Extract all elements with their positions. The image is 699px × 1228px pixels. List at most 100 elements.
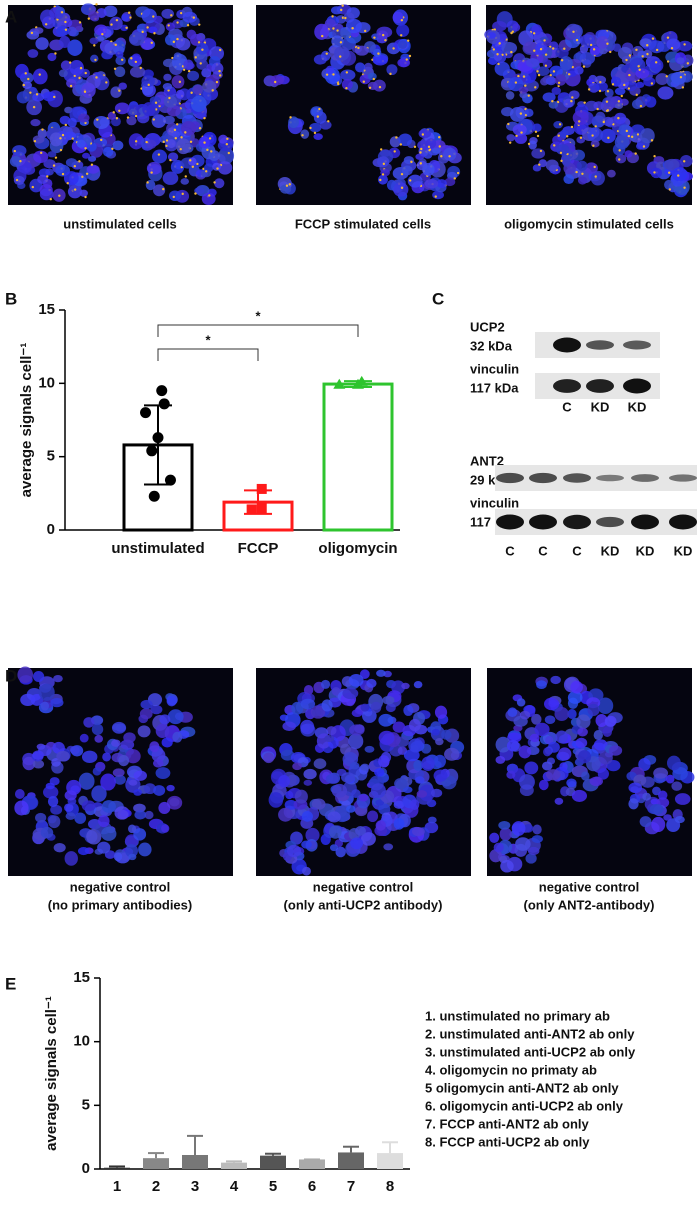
nucleus [109, 20, 118, 29]
nucleus [580, 771, 590, 781]
nucleus [79, 733, 89, 743]
signal [15, 178, 19, 182]
signal [538, 163, 541, 166]
nucleus [444, 177, 456, 187]
signal [129, 16, 132, 19]
signal [147, 83, 150, 87]
legend-entry: 3. unstimulated anti-UCP2 ab only [425, 1044, 636, 1059]
signal [627, 87, 631, 90]
nucleus [158, 801, 171, 815]
nucleus [531, 148, 546, 159]
nucleus [93, 115, 110, 129]
nucleus [26, 30, 40, 40]
nucleus [604, 96, 619, 108]
nucleus [155, 723, 170, 738]
nucleus [525, 58, 539, 68]
nucleus [443, 147, 457, 161]
nucleus [300, 698, 316, 710]
nucleus [128, 824, 137, 834]
signal [179, 148, 182, 151]
nucleus [13, 175, 25, 186]
signal [198, 127, 202, 130]
y-tick-label: 15 [73, 969, 90, 986]
signal [29, 91, 32, 94]
nucleus [303, 684, 314, 696]
nucleus [128, 32, 145, 46]
nucleus [111, 739, 121, 747]
nucleus [42, 91, 56, 102]
nucleus [152, 149, 168, 164]
band [529, 472, 557, 484]
nucleus [140, 699, 153, 710]
nucleus [81, 750, 98, 764]
caption: FCCP stimulated cells [295, 216, 431, 231]
nucleus [644, 96, 657, 108]
signal [420, 147, 423, 151]
signal [642, 145, 646, 148]
signal [549, 73, 552, 77]
nucleus [65, 812, 76, 820]
signal [208, 194, 211, 197]
nucleus [60, 60, 72, 71]
legend-entry: 5 oligomycin anti-ANT2 ab only [425, 1080, 619, 1095]
nucleus [355, 62, 366, 73]
nucleus [346, 805, 356, 813]
nucleus [70, 745, 80, 755]
signal [440, 155, 443, 158]
nucleus [142, 102, 156, 117]
bar [260, 1155, 286, 1169]
signal [419, 162, 423, 165]
nucleus [330, 6, 343, 15]
nucleus [38, 683, 55, 701]
signal [332, 27, 335, 30]
nucleus [30, 119, 41, 127]
nucleus [407, 174, 423, 188]
nucleus [416, 790, 428, 798]
signal [115, 117, 119, 120]
nucleus [422, 162, 435, 176]
nucleus [413, 680, 423, 689]
nucleus [187, 70, 200, 81]
nucleus [325, 774, 339, 784]
nucleus [543, 40, 552, 47]
nucleus [30, 694, 44, 706]
nucleus [495, 736, 511, 753]
nucleus [35, 37, 49, 50]
signal [198, 23, 201, 26]
nucleus [175, 89, 185, 99]
nucleus [327, 811, 341, 823]
signal [384, 38, 387, 42]
nucleus [78, 113, 90, 123]
signal [508, 141, 512, 144]
signal [130, 57, 133, 60]
nucleus [133, 770, 147, 781]
nucleus [566, 778, 577, 788]
nucleus [351, 789, 361, 798]
signal [169, 158, 172, 162]
nucleus [161, 824, 170, 833]
signal [646, 52, 649, 56]
signal [527, 142, 531, 146]
signal [182, 68, 186, 71]
signal [211, 89, 214, 92]
nucleus [76, 139, 86, 148]
bar [299, 1159, 325, 1169]
nucleus [403, 156, 415, 165]
signal [395, 136, 398, 139]
nucleus [123, 732, 136, 743]
nucleus [378, 713, 394, 727]
signal [227, 151, 231, 155]
nucleus [87, 155, 97, 162]
signal [382, 162, 386, 166]
signal [399, 143, 403, 146]
nucleus [512, 23, 521, 32]
signal [515, 134, 518, 137]
nucleus [360, 669, 370, 679]
nucleus [377, 174, 389, 185]
nucleus [163, 73, 172, 82]
nucleus [674, 815, 685, 824]
signal [73, 188, 77, 191]
nucleus [552, 135, 562, 145]
nucleus [133, 803, 146, 813]
nucleus [282, 721, 296, 732]
